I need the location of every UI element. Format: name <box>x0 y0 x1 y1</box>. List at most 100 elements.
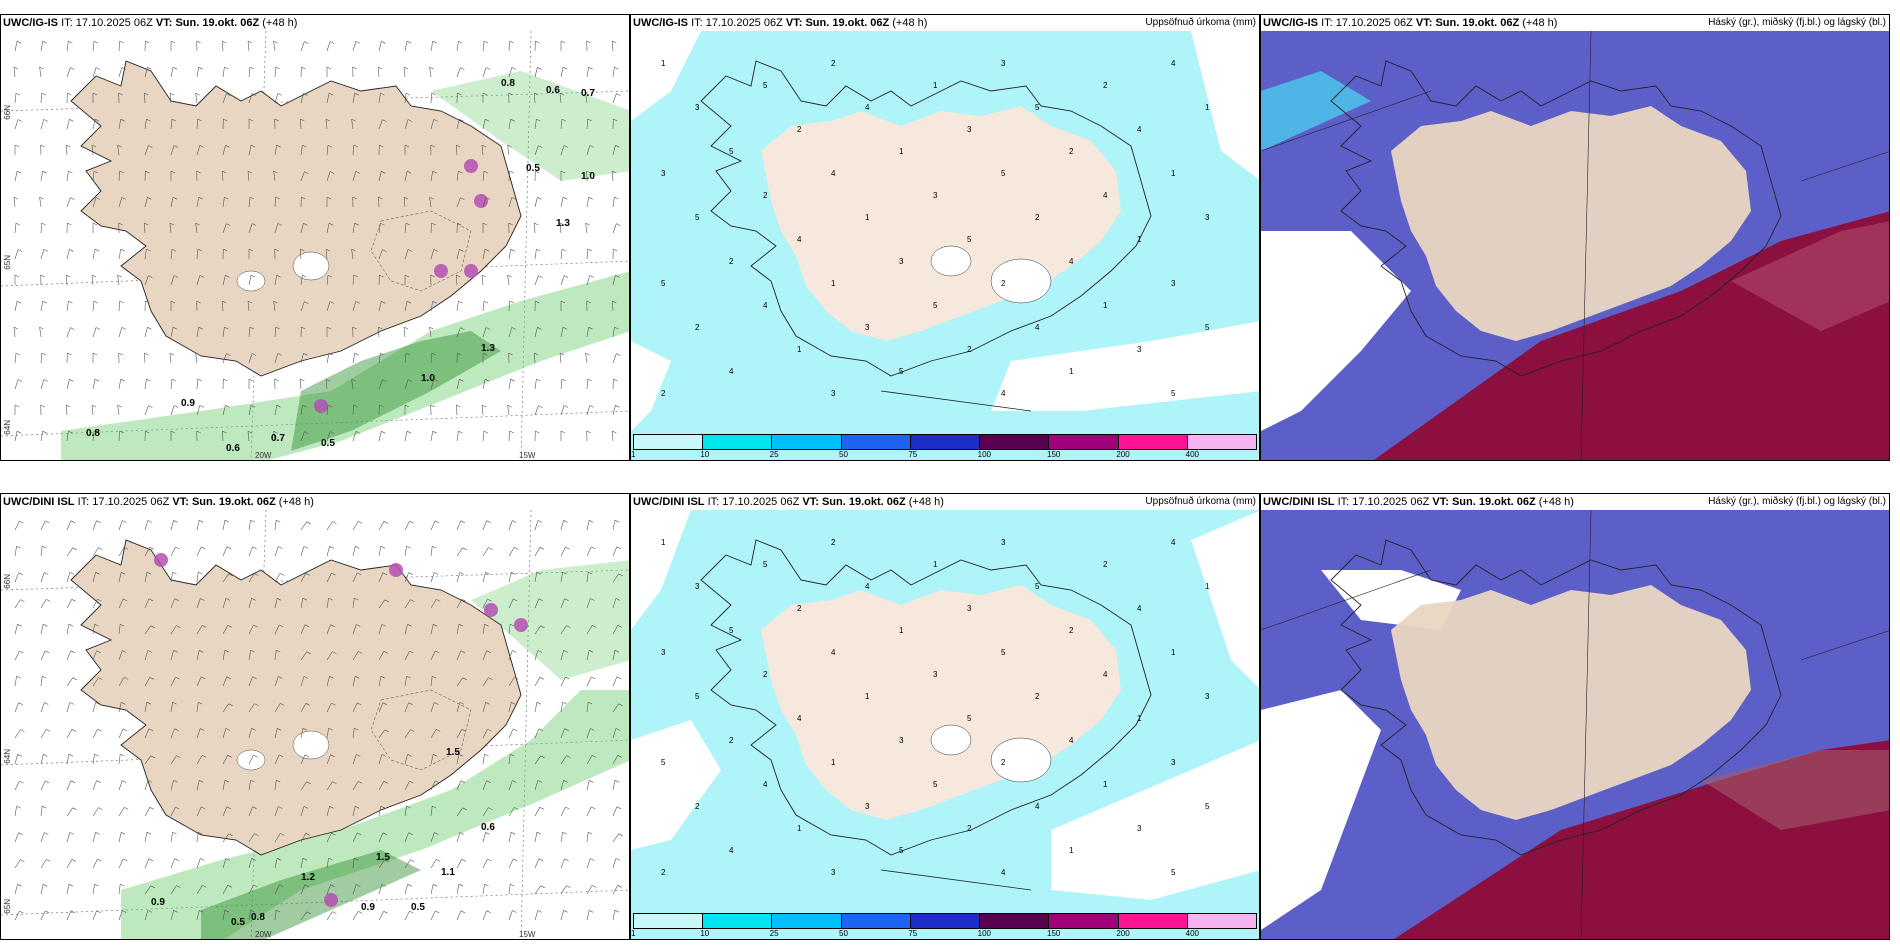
wind-barb-tick <box>381 301 386 304</box>
wind-barb <box>144 327 148 338</box>
wind-barb-tick <box>305 573 310 576</box>
wind-barb-tick <box>614 326 619 330</box>
wind-barb <box>612 755 619 765</box>
wind-barb <box>560 702 563 713</box>
wind-barb <box>456 379 460 390</box>
wind-barb <box>248 650 251 661</box>
wind-barb <box>352 223 355 234</box>
wind-barb-tick <box>434 572 439 575</box>
wind-barb-tick <box>144 352 149 356</box>
mid-cloud <box>1731 221 1889 331</box>
wind-barb-tick <box>381 754 387 757</box>
wind-barb <box>92 910 97 921</box>
wind-barb-tick <box>538 598 544 602</box>
wind-barb <box>586 327 589 338</box>
wind-barb <box>378 651 385 661</box>
precip-value-label: 5 <box>695 213 700 222</box>
precip-value-label: 5 <box>1001 648 1006 657</box>
wind-barb-tick <box>250 519 255 523</box>
wind-barb-tick <box>511 67 516 70</box>
wind-barb <box>170 625 177 635</box>
wind-barb <box>274 858 278 869</box>
wind-barb-tick <box>613 248 618 252</box>
wind-barb-tick <box>435 650 440 654</box>
wind-barb <box>118 197 123 208</box>
wind-barb <box>248 806 253 817</box>
wind-barb <box>222 327 225 338</box>
wind-barb <box>92 249 96 260</box>
wind-barb <box>586 702 589 713</box>
clear-area <box>1261 231 1411 431</box>
wind-barb-tick <box>588 831 593 835</box>
wind-barb <box>144 858 150 869</box>
wind-barb-tick <box>17 884 22 887</box>
wind-barb <box>40 352 42 364</box>
wind-barb-tick <box>592 625 597 628</box>
wind-barb-tick <box>247 430 253 434</box>
wind-barb-tick <box>433 754 438 757</box>
wind-barb-tick <box>589 275 594 278</box>
wind-barb <box>534 807 541 817</box>
wind-barb-tick <box>407 249 413 252</box>
wind-barb <box>560 405 565 416</box>
wind-barb-tick <box>303 676 309 679</box>
wind-barb-tick <box>148 405 153 408</box>
wind-barb <box>222 67 225 78</box>
wind-barb-tick <box>171 248 177 252</box>
wind-barb <box>352 676 356 687</box>
wind-barb-tick <box>223 118 228 122</box>
wind-barb <box>560 755 567 765</box>
wind-barb-tick <box>69 572 75 575</box>
glacier <box>990 737 1052 783</box>
wind-barb <box>534 92 536 104</box>
wind-barb <box>144 119 147 130</box>
wind-barb <box>170 702 173 713</box>
wind-barb <box>430 650 436 661</box>
wind-barb <box>404 884 408 895</box>
wind-barb-tick <box>41 352 46 356</box>
precip-value-label: 1.5 <box>446 747 460 758</box>
wind-barb <box>586 755 593 765</box>
wind-barb-tick <box>483 170 489 174</box>
wind-barb <box>300 378 302 390</box>
wind-barb <box>560 67 564 78</box>
wind-barb-tick <box>91 404 97 408</box>
wind-barb-tick <box>275 326 280 330</box>
wind-barb <box>404 301 408 312</box>
wind-barb-tick <box>198 831 203 835</box>
wind-barb <box>300 171 305 182</box>
wind-barb-tick <box>199 405 204 408</box>
wind-barb <box>118 249 121 260</box>
wind-barb <box>274 728 278 739</box>
wind-barb <box>66 624 70 635</box>
wind-barb-tick <box>92 352 98 356</box>
wind-barb-tick <box>328 352 334 356</box>
precip-value-label: 2 <box>797 125 802 134</box>
wind-barb-tick <box>381 884 387 887</box>
wind-barb-tick <box>355 676 360 679</box>
wind-barb <box>196 755 203 765</box>
wind-barb-tick <box>254 833 259 836</box>
wind-barb <box>170 676 176 687</box>
wind-barb <box>482 572 486 583</box>
wind-barb-tick <box>170 300 176 304</box>
wind-barb-tick <box>355 171 360 174</box>
precip-value-label: 0.9 <box>181 398 195 409</box>
wind-barb <box>508 249 511 260</box>
wind-barb <box>352 832 358 843</box>
wind-barb-tick <box>224 909 230 913</box>
wind-barb-tick <box>43 379 48 382</box>
wind-barb-tick <box>355 546 360 549</box>
precip-value-label: 0.6 <box>226 443 240 454</box>
wind-barb <box>40 222 42 234</box>
wind-barb-tick <box>432 805 437 809</box>
wind-barb <box>326 223 330 234</box>
wind-barb <box>326 93 330 104</box>
wind-barb-tick <box>540 755 545 759</box>
wind-barb <box>326 911 333 921</box>
legend-swatch <box>703 435 773 449</box>
wind-barb <box>508 780 513 791</box>
wind-barb-tick <box>17 624 22 627</box>
wind-barb-tick <box>409 780 414 784</box>
wind-barb <box>612 275 616 286</box>
